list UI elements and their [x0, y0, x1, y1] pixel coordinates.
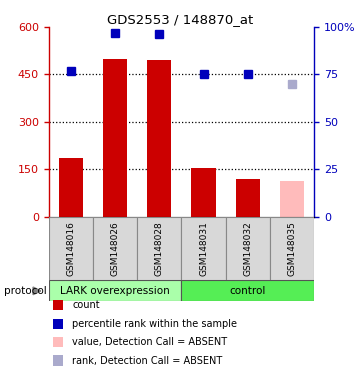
Bar [49, 280, 181, 301]
Bar [270, 217, 314, 280]
Bar [147, 60, 171, 217]
Bar [226, 217, 270, 280]
Bar [59, 158, 83, 217]
Bar [280, 180, 304, 217]
Text: protocol: protocol [4, 286, 46, 296]
Text: GSM148035: GSM148035 [287, 221, 296, 276]
Bar [181, 280, 314, 301]
Text: rank, Detection Call = ABSENT: rank, Detection Call = ABSENT [72, 356, 222, 366]
Bar [191, 168, 216, 217]
Text: count: count [72, 300, 100, 310]
Text: GSM148032: GSM148032 [243, 221, 252, 276]
Text: GDS2553 / 148870_at: GDS2553 / 148870_at [107, 13, 254, 26]
Bar [49, 217, 93, 280]
Text: GSM148031: GSM148031 [199, 221, 208, 276]
Text: GSM148026: GSM148026 [110, 221, 119, 276]
Text: LARK overexpression: LARK overexpression [60, 286, 170, 296]
Text: percentile rank within the sample: percentile rank within the sample [72, 319, 237, 329]
Text: GSM148028: GSM148028 [155, 221, 164, 276]
Text: control: control [230, 286, 266, 296]
Bar [93, 217, 137, 280]
Bar [137, 217, 182, 280]
Text: GSM148016: GSM148016 [66, 221, 75, 276]
Bar [181, 217, 226, 280]
Bar [236, 179, 260, 217]
Bar [103, 59, 127, 217]
Text: value, Detection Call = ABSENT: value, Detection Call = ABSENT [72, 337, 227, 347]
